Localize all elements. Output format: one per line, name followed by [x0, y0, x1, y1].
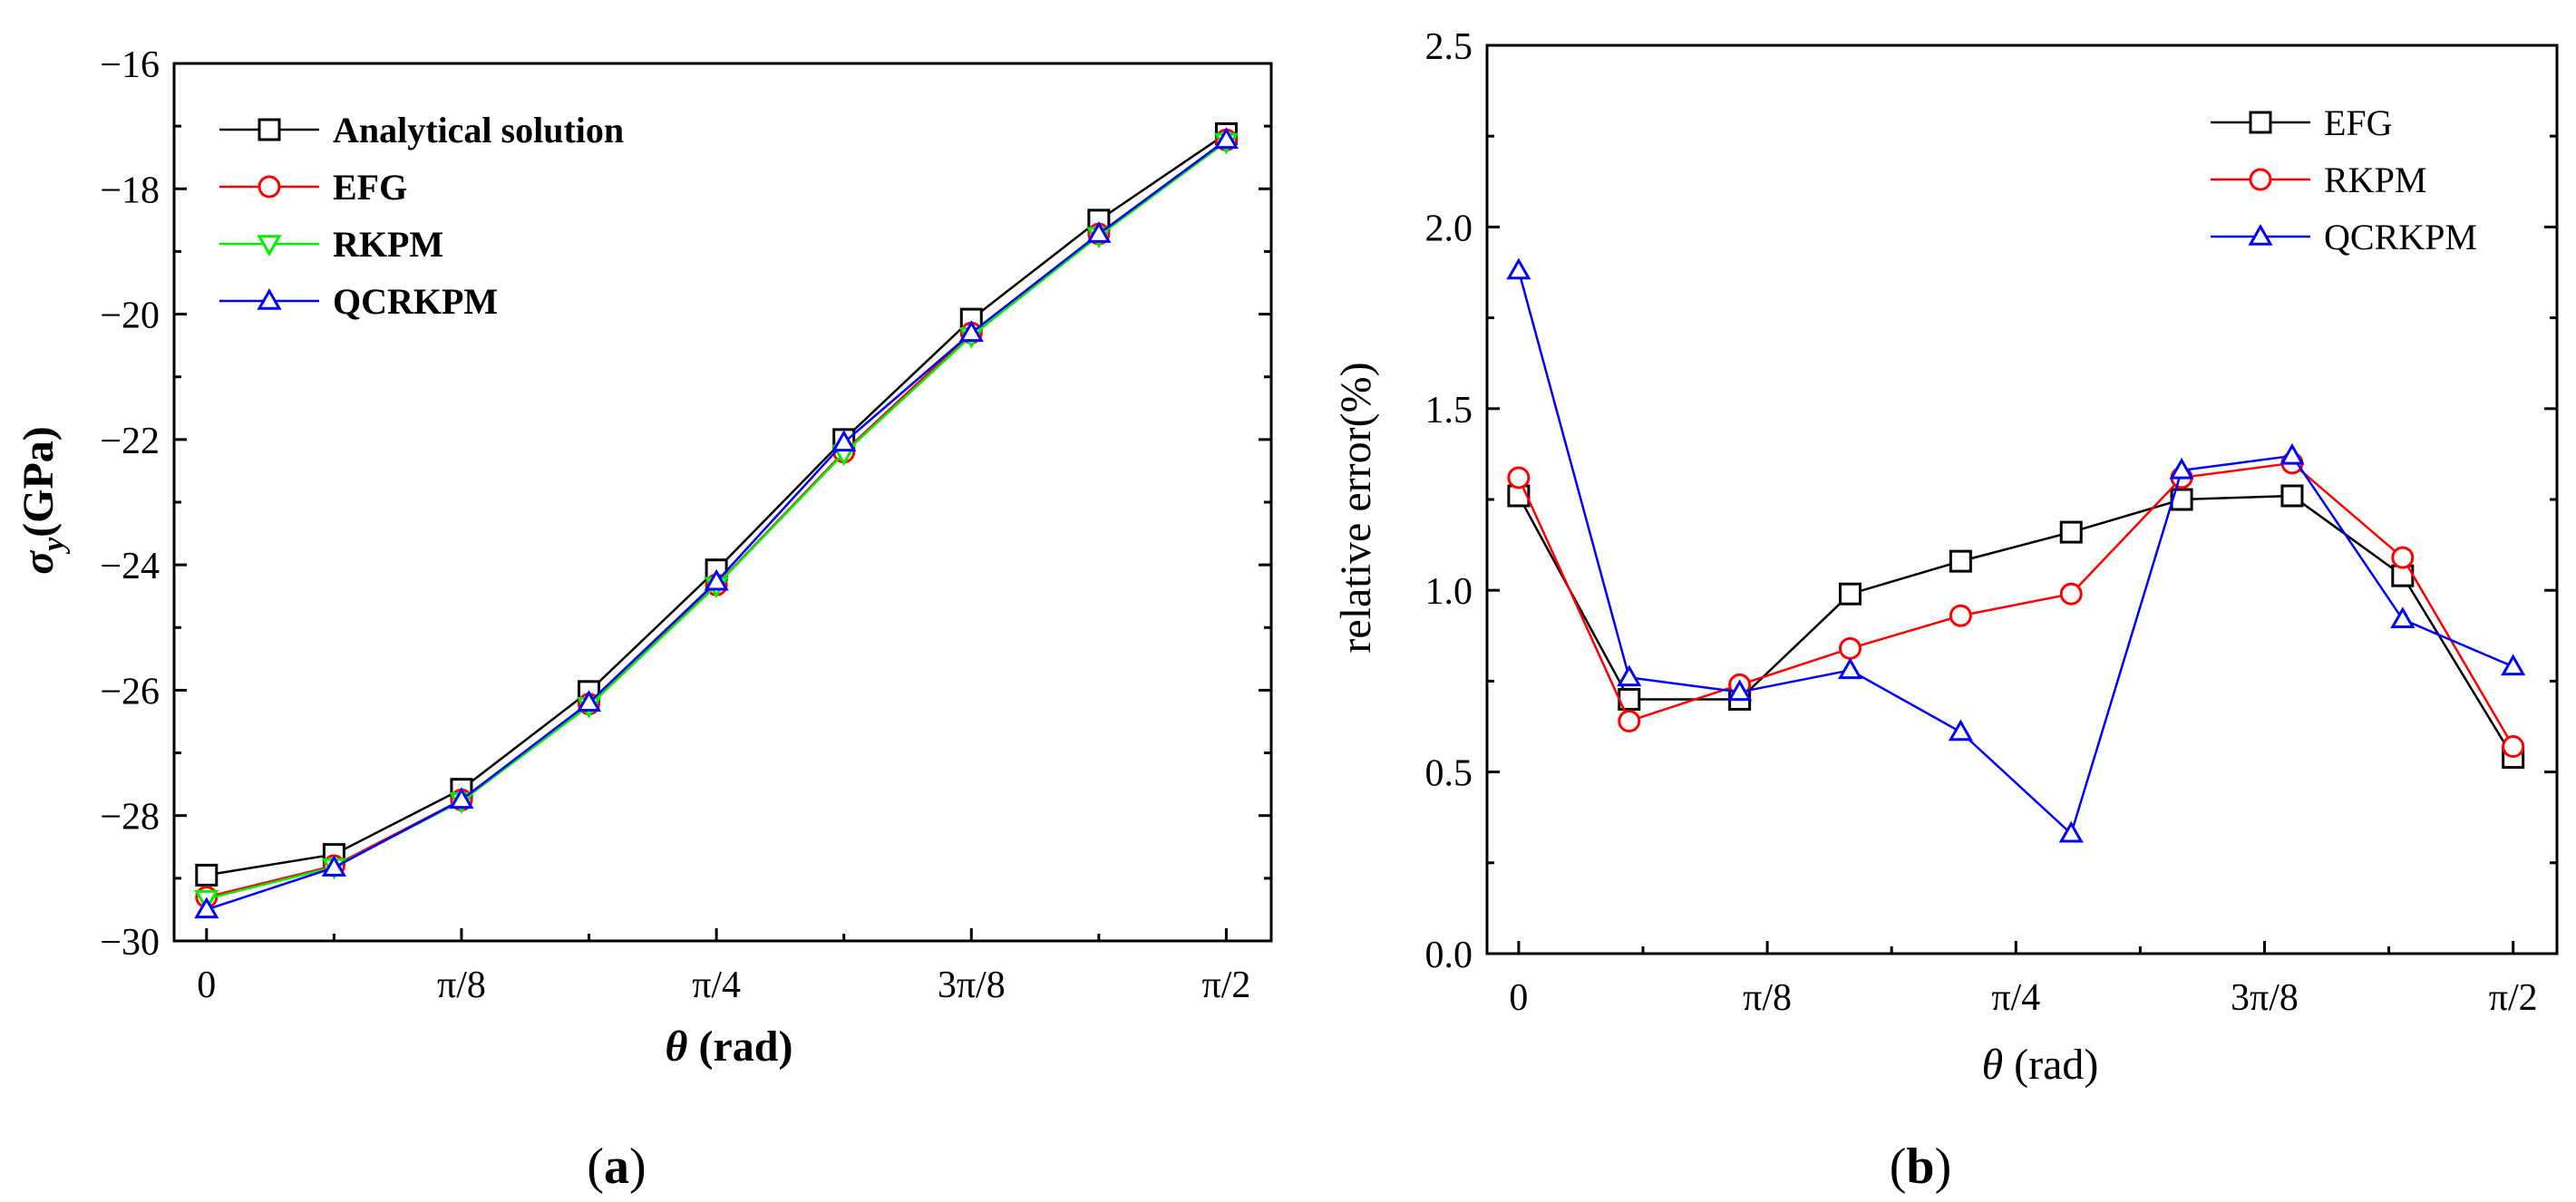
legend-marker	[2249, 111, 2272, 134]
series-qcrkpm	[1506, 257, 2526, 843]
x-tick-label: π/8	[437, 965, 486, 1006]
panel-a-x-axis-label: θ (rad)	[666, 1023, 793, 1071]
data-point	[195, 863, 219, 887]
data-point	[194, 897, 219, 919]
panel-a-x-ticks: 0 π/8 π/4 3π/8 π/2	[197, 928, 1250, 1006]
data-point	[1727, 679, 1753, 702]
data-point	[1213, 127, 1239, 150]
data-point	[1617, 664, 1642, 687]
data-point	[1949, 549, 1972, 573]
y-tick-label: −24	[100, 546, 160, 587]
y-tick-label: 1.5	[1425, 390, 1473, 431]
data-point	[2390, 606, 2416, 629]
legend-label: QCRKPM	[333, 281, 498, 322]
panel-b-caption: (b)	[1890, 1139, 1951, 1195]
x-tick-label: π/2	[1202, 965, 1251, 1006]
legend-marker	[257, 235, 282, 257]
data-point	[2391, 546, 2415, 569]
panel-b-y-axis-label: relative error(%)	[1332, 362, 1380, 653]
data-point	[321, 855, 346, 877]
legend-marker	[2249, 168, 2272, 191]
series-line	[1517, 461, 2514, 748]
series-line	[1517, 494, 2514, 759]
panel-b-letter: b	[1906, 1139, 1934, 1195]
data-point	[2059, 582, 2083, 606]
y-tick-label: 0.0	[1425, 935, 1473, 976]
panel-a-legend: Analytical solution EFG RKPM QCRKPM	[219, 110, 624, 322]
data-point	[2059, 520, 2083, 544]
x-tick-label: 0	[1509, 977, 1528, 1019]
data-point	[831, 430, 857, 452]
y-tick-label: −16	[100, 44, 160, 86]
data-point	[1506, 257, 1531, 280]
data-point	[1507, 466, 1531, 490]
data-point	[1948, 719, 1973, 742]
x-tick-label: π/8	[1743, 977, 1792, 1019]
x-tick-label: π/2	[2489, 977, 2538, 1019]
series-line	[1517, 270, 2514, 837]
series-rkpm	[1507, 451, 2525, 759]
panel-a-letter: a	[604, 1139, 629, 1195]
legend-label: QCRKPM	[2324, 217, 2477, 257]
series-efg	[1507, 484, 2525, 770]
legend-marker	[258, 118, 281, 141]
panel-b-y-ticks: 0.0 0.5 1.0 1.5 2.0 2.5	[1425, 26, 2557, 976]
data-point	[2280, 484, 2304, 508]
panel-a-y-axis-label: σy(GPa)	[15, 426, 71, 575]
y-tick-label: −26	[100, 671, 160, 712]
y-tick-label: −30	[100, 922, 160, 964]
y-tick-label: −28	[100, 797, 160, 838]
data-point	[2501, 654, 2526, 676]
legend-label: EFG	[2324, 102, 2393, 143]
x-tick-label: π/4	[692, 965, 741, 1006]
legend-label: RKPM	[2324, 160, 2426, 200]
data-point	[1086, 221, 1112, 243]
legend-marker	[257, 287, 282, 310]
panel-b-x-axis-label: θ (rad)	[1982, 1041, 2099, 1089]
legend-label: RKPM	[333, 224, 443, 265]
series-qcrkpm	[194, 127, 1239, 919]
y-tick-label: 0.5	[1425, 753, 1473, 795]
data-point	[2058, 820, 2084, 843]
x-tick-label: 3π/8	[2231, 977, 2299, 1019]
panel-b-legend: EFG RKPM QCRKPM	[2211, 102, 2477, 257]
y-tick-label: 1.0	[1425, 571, 1473, 613]
legend-label: EFG	[333, 167, 407, 208]
y-tick-label: −22	[100, 421, 160, 462]
data-point	[1839, 582, 1862, 606]
data-point	[1839, 636, 1862, 660]
panel-a-y-ticks: −30 −28 −26 −24 −22 −20 −18 −16	[100, 44, 1271, 964]
panel-b-x-ticks: 0 π/8 π/4 3π/8 π/2	[1509, 941, 2538, 1019]
panel-a-chart: −30 −28 −26 −24 −22 −20 −18 −16 0 π/8 π/4 3π/8 π/2 An…	[100, 44, 1273, 1006]
x-tick-label: 3π/8	[938, 965, 1006, 1006]
data-point	[1837, 657, 1863, 680]
panel-b-chart: 0.0 0.5 1.0 1.5 2.0 2.5 0 π/8 π/4 3π/8 π/2 EFG RKPM Q…	[1425, 26, 2559, 1019]
y-tick-label: 2.0	[1425, 208, 1473, 249]
data-point	[1949, 604, 1972, 627]
panel-a-caption: (a)	[587, 1139, 646, 1195]
y-tick-label: −20	[100, 296, 160, 337]
legend-marker	[2248, 223, 2273, 246]
y-tick-label: 2.5	[1425, 26, 1473, 68]
data-point	[576, 690, 602, 712]
data-point	[449, 787, 474, 809]
data-point	[2502, 735, 2525, 759]
data-point	[2280, 442, 2305, 465]
data-point	[704, 568, 729, 591]
x-tick-label: π/4	[1991, 977, 2040, 1019]
y-tick-label: −18	[100, 170, 160, 211]
x-tick-label: 0	[197, 965, 216, 1006]
data-point	[1618, 709, 1641, 732]
legend-marker	[258, 175, 281, 199]
legend-label: Analytical solution	[333, 110, 624, 150]
data-point	[958, 320, 984, 343]
data-point	[2169, 457, 2194, 480]
